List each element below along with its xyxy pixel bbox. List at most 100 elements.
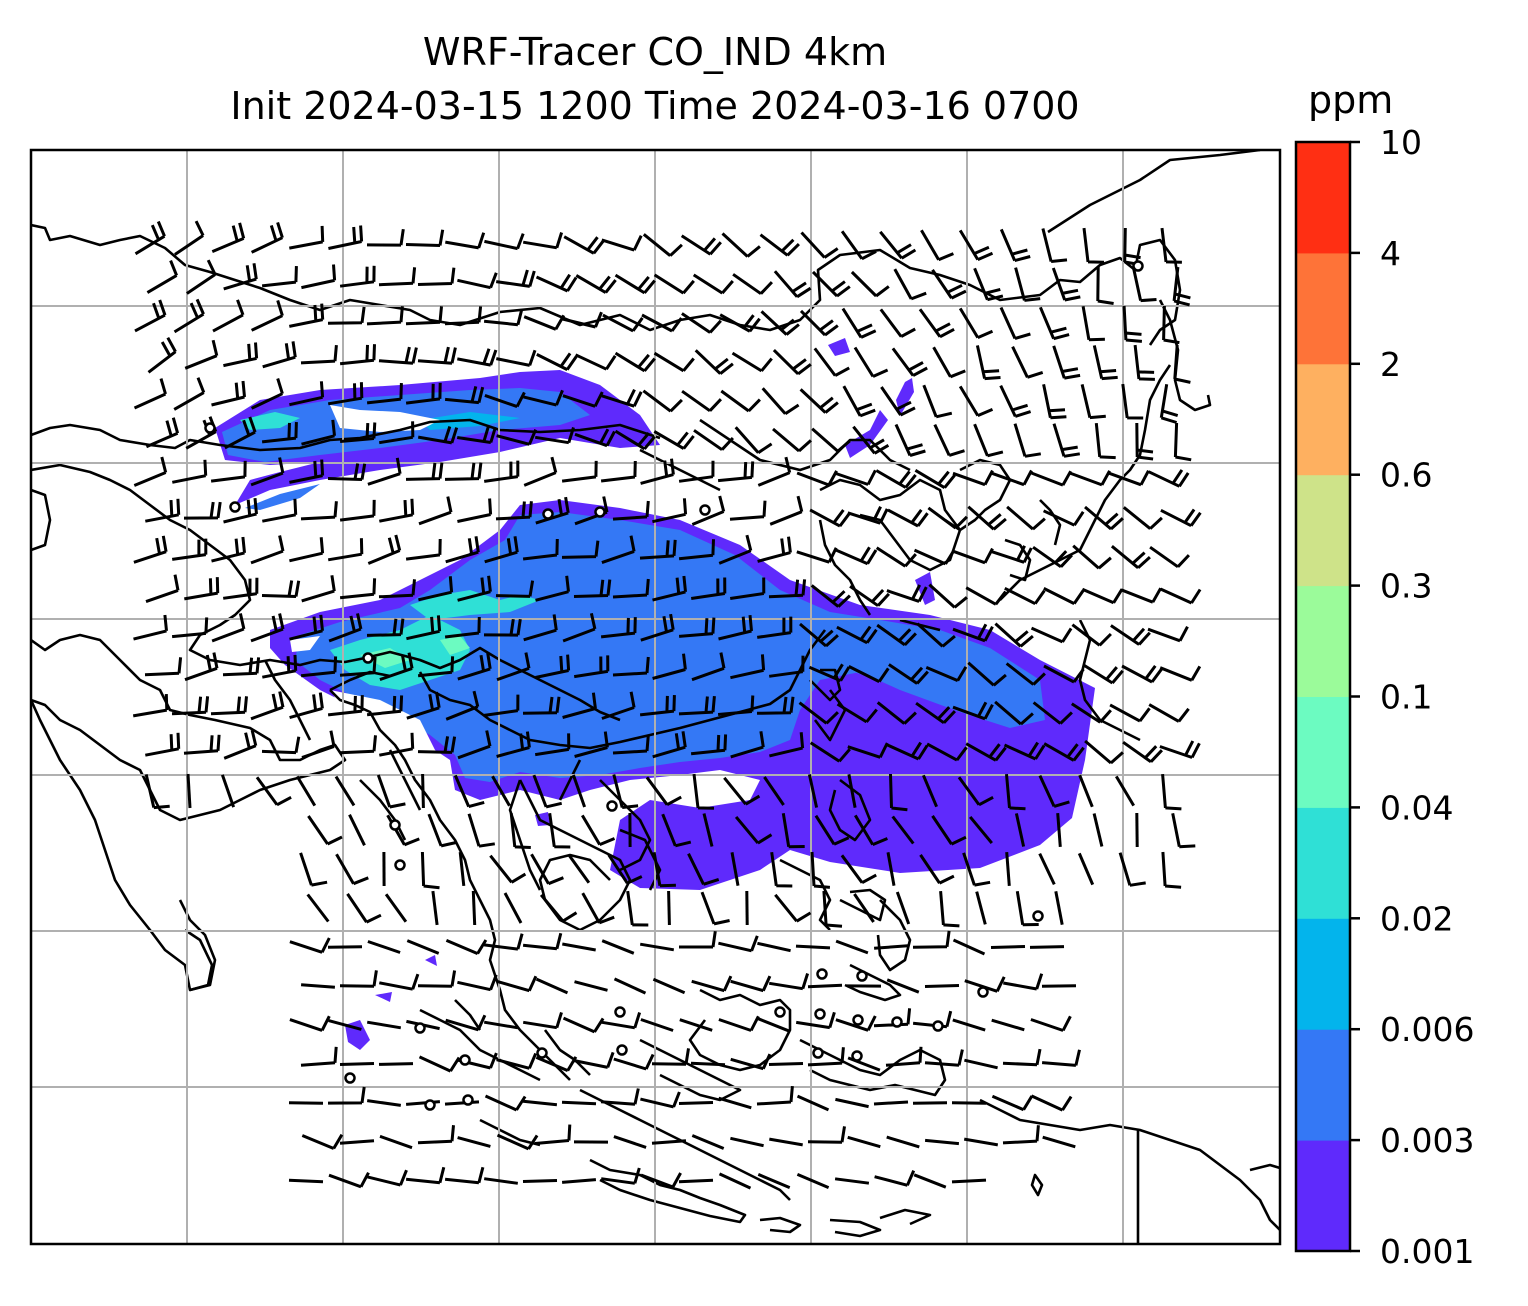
wind-barb <box>467 813 496 848</box>
wind-barb <box>1032 545 1073 569</box>
wind-barb <box>289 614 324 641</box>
wind-barb <box>1110 545 1151 569</box>
wind-barb <box>405 1166 446 1185</box>
wind-barb <box>876 623 917 647</box>
wind-barb <box>912 930 951 949</box>
wind-barb <box>327 306 366 325</box>
wind-barb <box>601 939 635 955</box>
wind-barb <box>133 378 167 410</box>
wind-barb <box>496 429 538 446</box>
wind-barb <box>133 535 168 564</box>
colorbar-segment <box>1296 363 1350 476</box>
wind-barb <box>973 267 1004 302</box>
wind-barb <box>1084 505 1124 531</box>
wind-barb <box>444 462 483 481</box>
wind-barb <box>691 652 726 682</box>
wind-barb <box>720 389 761 413</box>
wind-barb <box>667 890 671 926</box>
wind-barb <box>918 308 955 339</box>
wind-barb <box>367 940 401 954</box>
wind-barb <box>928 583 968 609</box>
wind-barb <box>445 939 488 955</box>
wind-barb <box>220 774 236 808</box>
colorbar: 0.001 0.003 0.006 0.02 0.04 0.1 0.3 0.6 2 4 10 <box>1294 123 1474 1271</box>
wind-barb <box>808 663 851 683</box>
wind-barb <box>571 774 587 808</box>
wind-barb <box>261 266 298 288</box>
wind-barb <box>530 853 564 886</box>
wind-barb <box>913 1173 947 1189</box>
wind-barb <box>1014 813 1026 847</box>
wind-barb <box>702 813 714 847</box>
wind-barb <box>1054 891 1064 925</box>
wind-barb <box>994 700 1034 726</box>
wind-barb <box>768 655 805 678</box>
wind-barb <box>483 933 524 951</box>
wind-barb <box>289 937 331 954</box>
colorbar-segment <box>1296 474 1350 587</box>
wind-barb <box>581 892 615 925</box>
wind-barb <box>642 389 683 413</box>
wind-barb <box>734 815 773 845</box>
wind-barb <box>211 380 246 407</box>
wind-barb <box>328 1171 370 1189</box>
wind-barb <box>496 652 531 682</box>
wind-barb <box>769 732 805 758</box>
wind-barb <box>1077 852 1095 886</box>
wind-barb <box>718 1015 760 1032</box>
wind-barb <box>690 1061 726 1067</box>
wind-barb <box>1052 423 1081 458</box>
calm-wind-circle <box>389 819 401 831</box>
wind-barb <box>250 299 284 332</box>
wind-barb <box>174 220 205 256</box>
wind-barb <box>807 1126 846 1144</box>
wind-barb <box>328 225 364 250</box>
wind-barb <box>1003 741 1046 761</box>
wind-barb <box>145 574 180 604</box>
wind-barb <box>876 701 917 725</box>
wind-barb <box>1172 266 1191 307</box>
wind-barb <box>534 733 571 757</box>
wind-barb <box>457 272 498 290</box>
wind-barb <box>612 578 650 599</box>
wind-barb <box>756 696 795 715</box>
wind-barb <box>133 456 168 487</box>
wind-barb <box>1171 813 1196 849</box>
wind-barb <box>376 774 406 809</box>
wind-barb <box>405 229 445 247</box>
wind-barb <box>575 274 617 294</box>
wind-barb <box>967 505 1007 531</box>
calm-wind-circle <box>814 1008 826 1020</box>
wind-barb <box>919 854 955 885</box>
wind-barb <box>886 741 929 761</box>
wind-barb <box>366 618 405 637</box>
wind-barb <box>964 976 1006 993</box>
wind-barb <box>1030 470 1073 487</box>
wind-barb <box>132 694 169 718</box>
wind-barb <box>768 1062 804 1066</box>
wind-barb <box>958 385 994 417</box>
wind-barb <box>994 622 1034 648</box>
colorbar-segment <box>1296 252 1350 365</box>
wind-barb <box>457 730 492 760</box>
wind-barb <box>973 423 1004 458</box>
wind-barb <box>536 352 578 371</box>
wind-barb <box>483 1177 519 1185</box>
wind-barb <box>457 652 492 681</box>
wind-barb <box>850 270 890 298</box>
wind-barb <box>503 892 523 924</box>
colorbar-tick-label: 10 <box>1380 123 1422 162</box>
wind-barb <box>999 306 1031 340</box>
wind-barb <box>1096 266 1114 305</box>
wind-barb <box>445 232 486 250</box>
wind-barb <box>262 498 298 523</box>
wind-barb <box>691 495 726 526</box>
wind-barb <box>483 460 520 483</box>
wind-barb <box>301 575 336 603</box>
colorbar-tick-label: 0.6 <box>1380 456 1432 495</box>
wind-barb <box>991 1094 1034 1112</box>
calm-wind-circle <box>229 501 241 513</box>
wind-barb <box>600 1167 641 1185</box>
wind-barb <box>925 666 968 682</box>
wind-barb <box>548 812 571 849</box>
